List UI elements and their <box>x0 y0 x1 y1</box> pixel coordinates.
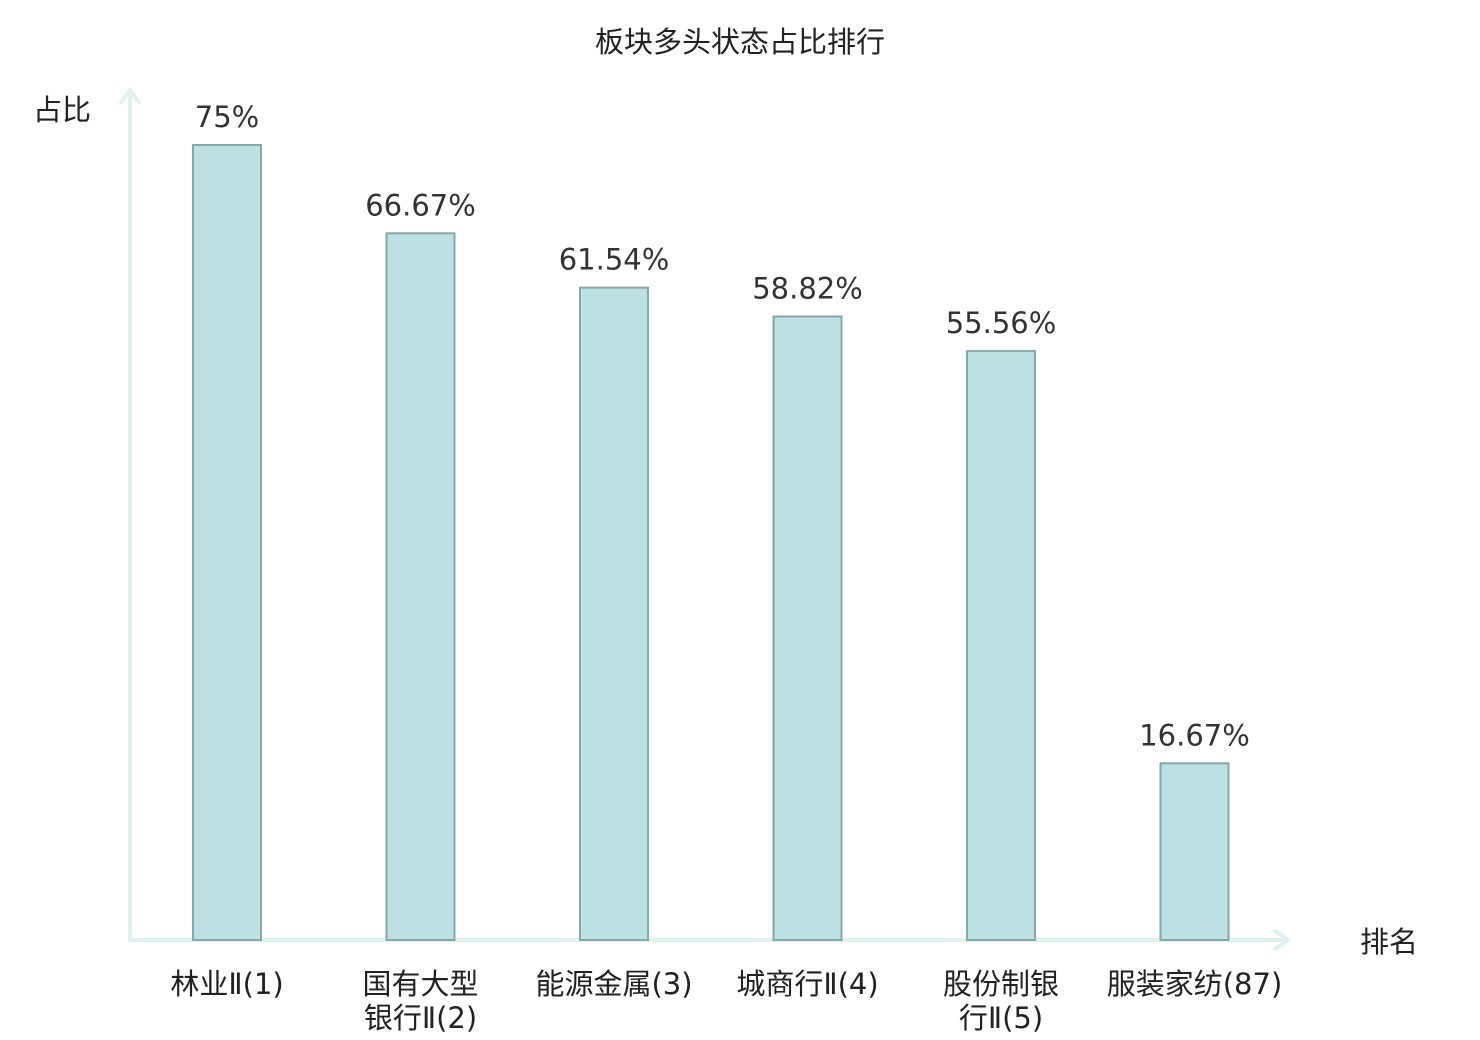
value-label-1: 75% <box>195 100 259 134</box>
x-axis-label: 排名 <box>1360 925 1418 959</box>
category-label-1: 林业Ⅱ(1) <box>170 967 283 1001</box>
category-label-5-line-2: 行Ⅱ(5) <box>959 1001 1043 1035</box>
value-labels-group: 75% 66.67% 61.54% 58.82% 55.56% 16.67% <box>195 100 1250 752</box>
value-label-2: 66.67% <box>365 188 476 222</box>
bar-2 <box>385 232 456 942</box>
value-label-3: 61.54% <box>559 243 670 277</box>
value-label-6: 16.67% <box>1139 718 1250 752</box>
chart-axes <box>118 86 1292 952</box>
bar-5 <box>966 350 1036 941</box>
category-label-2-line-1: 国有大型 <box>362 967 478 1001</box>
bar-3 <box>579 286 649 941</box>
category-label-5-line-1: 股份制银 <box>943 967 1059 1001</box>
value-label-4: 58.82% <box>752 272 863 306</box>
bar-4 <box>772 315 843 941</box>
chart-title: 板块多头状态占比排行 <box>595 25 885 59</box>
y-axis-label: 占比 <box>33 93 91 127</box>
x-axis-arrow-icon <box>1272 928 1292 952</box>
category-label-2-line-2: 银行Ⅱ(2) <box>364 1001 477 1035</box>
bars-group <box>192 144 1230 942</box>
category-label-6: 服装家纺(87) <box>1107 967 1283 1001</box>
category-label-3: 能源金属(3) <box>535 967 692 1001</box>
y-axis-arrow-icon <box>118 86 142 106</box>
value-label-5: 55.56% <box>946 306 1057 340</box>
category-label-4: 城商行Ⅱ(4) <box>736 967 878 1001</box>
bar-1 <box>192 144 262 941</box>
bar-6 <box>1159 762 1230 941</box>
